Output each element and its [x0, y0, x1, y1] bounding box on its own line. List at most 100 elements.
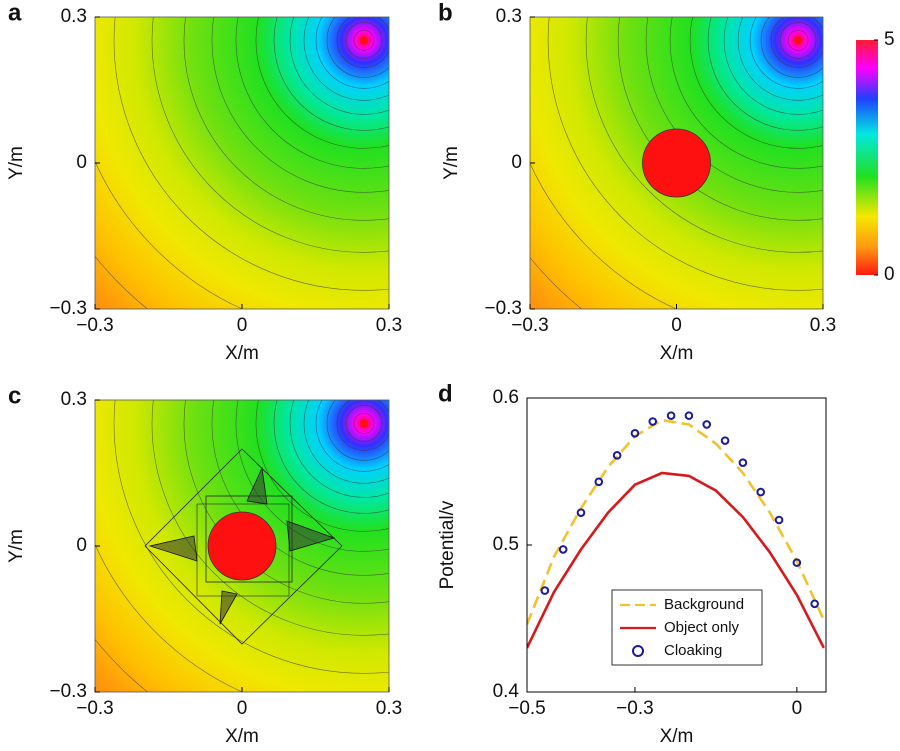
field-panel: a −0.3 0 0.3 −0.3 0 0.3 X/m Y/m [6, 0, 402, 364]
x-tick-label: −0.3 [616, 698, 654, 719]
y-tick-label: 0.4 [493, 681, 520, 702]
x-axis-label: X/m [660, 726, 694, 747]
x-tick-label: 0 [792, 698, 803, 719]
contour [183, 17, 389, 221]
cloaking-marker [540, 586, 550, 595]
contour [779, 22, 817, 59]
contour [749, 17, 823, 89]
contour [235, 17, 389, 169]
contour [211, 17, 389, 193]
legend: Background Object only Cloaking [611, 589, 763, 666]
cloak-spike [148, 535, 198, 562]
y-tick-label: −0.3 [49, 298, 87, 319]
cloaking-marker [594, 477, 604, 487]
contour [669, 17, 823, 169]
source [794, 36, 803, 45]
y-tick-label: −0.3 [49, 681, 87, 702]
cloak-outline [144, 448, 343, 645]
contour [255, 17, 389, 149]
contour [151, 400, 389, 636]
contour [787, 30, 809, 51]
contour [547, 17, 823, 291]
field-panel: b −0.3 0 0.3 −0.3 0 0.3 X/m Y/m 0 5 [438, 0, 895, 364]
contour [353, 413, 375, 434]
contour [113, 400, 389, 674]
source [360, 36, 369, 45]
contour [315, 400, 389, 472]
x-tick-label: 0.3 [810, 315, 836, 336]
cloaking-marker [738, 458, 748, 467]
cloaking-marker [612, 451, 622, 460]
contour [303, 400, 389, 484]
y-tick-label: 0.3 [61, 389, 87, 410]
plot-frame [526, 397, 827, 693]
contour [151, 17, 389, 253]
y-axis-label: Y/m [6, 529, 27, 563]
series-line [527, 418, 825, 625]
legend-label: Background [664, 596, 744, 613]
panel-letter: a [8, 0, 22, 26]
contour [689, 17, 823, 149]
field-fill [95, 17, 389, 309]
cloaking-marker [702, 420, 712, 429]
x-tick-label: 0.3 [376, 315, 402, 336]
contour [113, 17, 389, 291]
contour [273, 400, 389, 514]
colorbar [856, 40, 878, 275]
colorbar-label: 5 [884, 29, 895, 50]
contour [770, 17, 823, 68]
contour [303, 17, 389, 101]
cloaking-marker [666, 411, 676, 420]
source [360, 419, 369, 428]
cloaking-marker [774, 515, 784, 525]
x-axis-label: X/m [225, 726, 259, 747]
cloaking-marker [630, 428, 640, 438]
y-tick-label: 0 [511, 152, 522, 173]
cloaking-marker [792, 558, 802, 567]
x-tick-label: 0 [237, 698, 248, 719]
line-panel: d −0.5 −0.3 0 0.4 0.5 0.6 X/m Potential/v Backgro… [437, 380, 827, 747]
y-tick-label: 0.6 [493, 387, 519, 408]
object [642, 128, 711, 198]
x-axis-label: X/m [225, 343, 259, 364]
contour [353, 30, 375, 51]
y-axis-label: Potential/v [437, 500, 458, 589]
legend-label: Cloaking [664, 642, 722, 659]
y-tick-label: 0.5 [493, 534, 519, 555]
x-tick-label: 0 [237, 315, 248, 336]
contour [737, 17, 823, 101]
legend-swatch [632, 645, 644, 657]
cloaking-marker [648, 417, 658, 426]
panel-letter: c [8, 382, 21, 409]
contour [723, 17, 823, 115]
x-tick-label: −0.3 [511, 315, 549, 336]
object [207, 511, 277, 581]
cloak-inner [196, 503, 290, 597]
contour [255, 400, 389, 532]
contour [760, 17, 823, 78]
legend-label: Object only [664, 619, 740, 636]
contour [235, 400, 389, 552]
contour [617, 17, 823, 221]
x-axis-label: X/m [660, 343, 694, 364]
contour [336, 17, 389, 68]
cloak-spike [219, 590, 238, 625]
y-tick-label: 0 [76, 535, 87, 556]
contour [645, 17, 823, 193]
colorbar-label: 0 [884, 264, 895, 285]
contour [289, 400, 389, 498]
panel-letter: d [438, 380, 453, 407]
y-axis-label: Y/m [441, 146, 462, 180]
contour [585, 17, 823, 253]
contour [326, 400, 389, 461]
contour [273, 17, 389, 131]
x-tick-label: 0.3 [376, 698, 402, 719]
contour [326, 17, 389, 78]
x-tick-label: 0 [671, 315, 682, 336]
cloaking-marker [576, 508, 586, 517]
contour [345, 22, 383, 59]
contour [289, 17, 389, 115]
cloak-spike [286, 520, 336, 552]
x-tick-label: −0.3 [76, 315, 114, 336]
